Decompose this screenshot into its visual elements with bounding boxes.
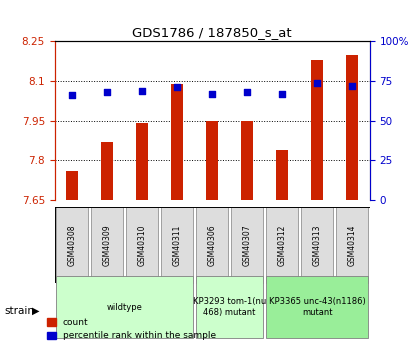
- Text: GSM40308: GSM40308: [68, 224, 76, 266]
- Text: GSM40310: GSM40310: [138, 224, 147, 266]
- Point: [174, 85, 181, 90]
- Text: GSM40312: GSM40312: [278, 224, 286, 266]
- Bar: [276, 150, 288, 200]
- Text: ▶: ▶: [32, 306, 39, 315]
- Text: KP3365 unc-43(n1186)
mutant: KP3365 unc-43(n1186) mutant: [269, 297, 365, 317]
- FancyBboxPatch shape: [197, 207, 228, 283]
- Text: GSM40306: GSM40306: [207, 224, 217, 266]
- Text: GSM40311: GSM40311: [173, 224, 181, 266]
- FancyBboxPatch shape: [56, 207, 88, 283]
- Point: [139, 88, 145, 93]
- Text: GSM40314: GSM40314: [348, 224, 357, 266]
- FancyBboxPatch shape: [197, 276, 263, 338]
- Bar: [206, 121, 218, 200]
- Text: GSM40309: GSM40309: [102, 224, 112, 266]
- Point: [279, 91, 286, 97]
- Text: KP3293 tom-1(nu
468) mutant: KP3293 tom-1(nu 468) mutant: [193, 297, 266, 317]
- FancyBboxPatch shape: [302, 207, 333, 283]
- Point: [69, 92, 76, 98]
- FancyBboxPatch shape: [231, 207, 263, 283]
- Point: [349, 83, 355, 89]
- FancyBboxPatch shape: [266, 276, 368, 338]
- FancyBboxPatch shape: [336, 207, 368, 283]
- Bar: [346, 55, 358, 200]
- Text: strain: strain: [4, 306, 34, 315]
- Text: wildtype: wildtype: [107, 303, 142, 312]
- Title: GDS1786 / 187850_s_at: GDS1786 / 187850_s_at: [132, 26, 292, 39]
- Text: GSM40313: GSM40313: [312, 224, 322, 266]
- Text: GSM40307: GSM40307: [243, 224, 252, 266]
- FancyBboxPatch shape: [92, 207, 123, 283]
- Point: [244, 89, 250, 95]
- Bar: [171, 84, 183, 200]
- FancyBboxPatch shape: [56, 276, 193, 338]
- Legend: count, percentile rank within the sample: count, percentile rank within the sample: [47, 318, 216, 341]
- Point: [104, 89, 110, 95]
- Bar: [136, 124, 148, 200]
- Bar: [66, 171, 78, 200]
- Point: [209, 91, 215, 97]
- Bar: [241, 121, 253, 200]
- FancyBboxPatch shape: [126, 207, 158, 283]
- FancyBboxPatch shape: [161, 207, 193, 283]
- FancyBboxPatch shape: [266, 207, 298, 283]
- Point: [314, 80, 320, 86]
- Bar: [101, 142, 113, 200]
- Bar: [311, 60, 323, 200]
